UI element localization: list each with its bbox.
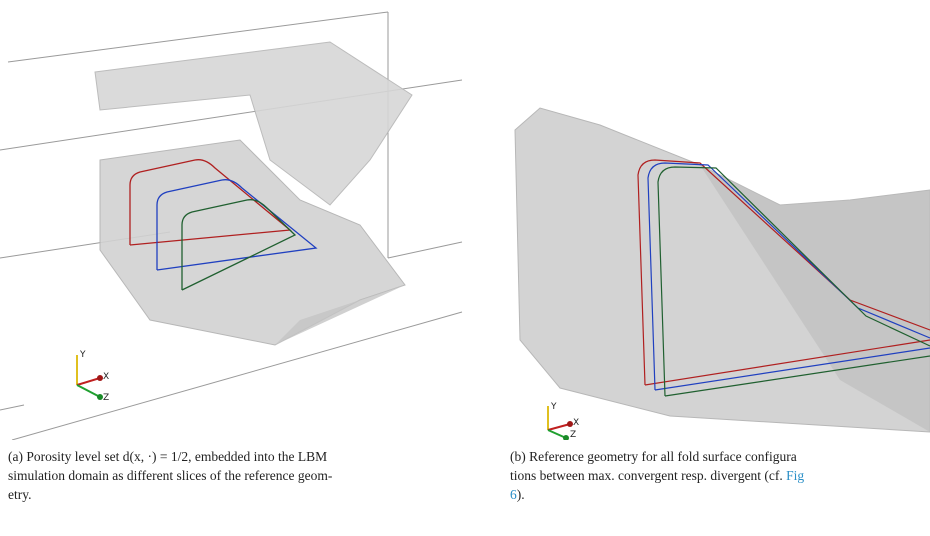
caption-text: ). xyxy=(517,487,525,502)
geometry-b xyxy=(515,108,930,432)
axis-triad-b: Y X Z xyxy=(548,402,579,440)
axis-label: Y xyxy=(79,350,86,360)
axis-label: X xyxy=(103,372,109,382)
caption-line: tions between max. convergent resp. dive… xyxy=(510,466,804,485)
figures: Y X Z Y X Z xyxy=(0,0,930,440)
caption-line: simulation domain as different slices of… xyxy=(8,466,332,485)
geometry-a xyxy=(95,42,412,345)
caption-line: 6). xyxy=(510,485,804,504)
caption-text: tions between max. convergent resp. dive… xyxy=(510,468,786,483)
caption-line: (b) Reference geometry for all fold surf… xyxy=(510,447,804,466)
caption-a: (a) Porosity level set d(x, ·) = 1/2, em… xyxy=(8,447,332,504)
caption-line: (a) Porosity level set d(x, ·) = 1/2, em… xyxy=(8,447,332,466)
figure-link[interactable]: Fig xyxy=(786,468,804,483)
axis-label: Y xyxy=(550,402,557,412)
axis-label: Z xyxy=(570,430,576,440)
axis-triad-a: Y X Z xyxy=(77,350,109,403)
axis-label: Z xyxy=(103,393,109,403)
caption-b: (b) Reference geometry for all fold surf… xyxy=(510,447,804,504)
figure-link[interactable]: 6 xyxy=(510,487,517,502)
page: Y X Z Y X Z (a) Porosity level set d(x, … xyxy=(0,0,930,536)
caption-line: etry. xyxy=(8,485,332,504)
axis-label: X xyxy=(573,418,579,428)
